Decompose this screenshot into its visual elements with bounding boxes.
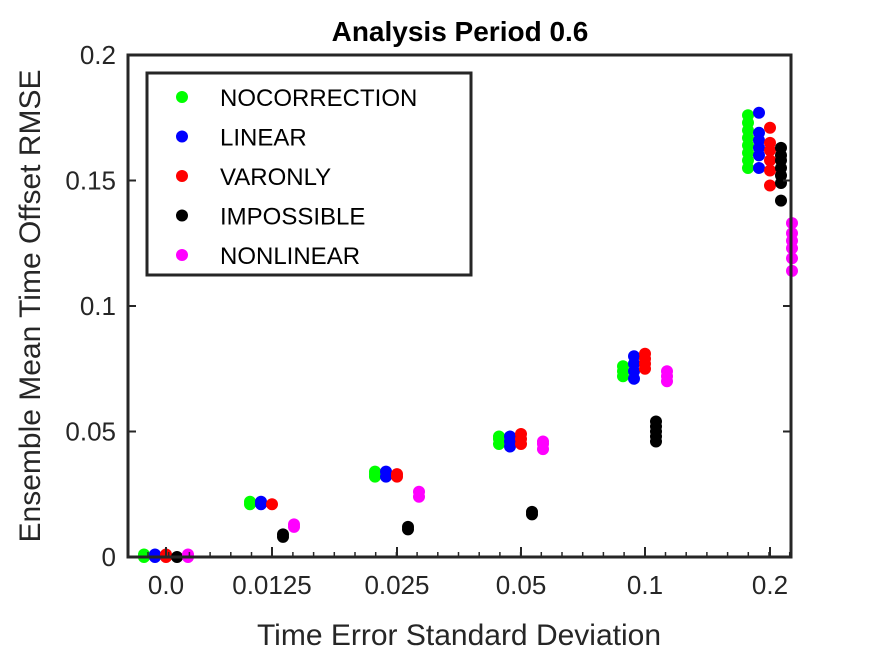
y-tick-label: 0 xyxy=(102,542,116,572)
legend-label: VARONLY xyxy=(220,164,331,191)
data-point-varonly xyxy=(764,154,776,167)
legend-marker xyxy=(176,130,188,143)
legend-label: IMPOSSIBLE xyxy=(220,204,365,231)
x-tick-label: 0.0 xyxy=(148,570,184,600)
data-point-linear xyxy=(255,495,267,508)
data-point-linear xyxy=(504,430,516,443)
data-point-nocorrection xyxy=(369,465,381,478)
x-tick-label: 0.05 xyxy=(496,570,547,600)
x-tick-label: 0.0125 xyxy=(232,570,312,600)
chart-title: Analysis Period 0.6 xyxy=(332,16,589,47)
legend-box xyxy=(145,71,473,277)
data-point-nocorrection xyxy=(493,430,505,443)
data-point-linear xyxy=(753,161,765,174)
legend-marker xyxy=(176,209,188,222)
legend-marker xyxy=(176,249,188,261)
data-point-nonlinear xyxy=(182,548,194,561)
legend-label: LINEAR xyxy=(220,125,307,152)
data-point-linear xyxy=(149,548,161,561)
legend-marker xyxy=(176,91,188,103)
data-point-nonlinear xyxy=(413,485,425,498)
y-axis-label: Ensemble Mean Time Offset RMSE xyxy=(14,70,47,543)
data-point-nonlinear xyxy=(537,435,549,448)
data-point-varonly xyxy=(764,136,776,149)
data-point-linear xyxy=(753,106,765,119)
x-tick-label: 0.1 xyxy=(627,570,663,600)
data-point-varonly xyxy=(764,164,776,177)
data-point-varonly xyxy=(764,179,776,192)
data-point-impossible xyxy=(650,415,662,428)
data-point-impossible xyxy=(775,141,787,154)
x-axis-label: Time Error Standard Deviation xyxy=(257,619,661,652)
data-point-impossible xyxy=(277,528,289,541)
data-point-linear xyxy=(628,350,640,363)
data-point-varonly xyxy=(639,347,651,360)
data-point-nonlinear xyxy=(288,518,300,531)
data-point-linear xyxy=(380,465,392,478)
y-tick-label: 0.2 xyxy=(80,40,116,70)
y-tick-label: 0.05 xyxy=(65,417,116,447)
data-point-impossible xyxy=(775,194,787,207)
legend-label: NONLINEAR xyxy=(220,243,360,270)
data-point-nocorrection xyxy=(244,495,256,508)
y-tick-label: 0.15 xyxy=(65,166,116,196)
data-point-nonlinear xyxy=(661,365,673,378)
data-point-nocorrection xyxy=(617,360,629,373)
legend-label: NOCORRECTION xyxy=(220,85,417,112)
data-point-varonly xyxy=(391,468,403,481)
y-tick-label: 0.1 xyxy=(80,291,116,321)
data-point-nocorrection xyxy=(742,109,754,122)
x-tick-label: 0.2 xyxy=(752,570,788,600)
data-point-impossible xyxy=(526,505,538,518)
data-point-varonly xyxy=(515,428,527,441)
data-point-varonly xyxy=(266,498,278,511)
data-point-impossible xyxy=(402,520,414,533)
legend-marker xyxy=(176,170,188,182)
data-point-linear xyxy=(753,126,765,139)
x-tick-label: 0.025 xyxy=(364,570,429,600)
data-point-varonly xyxy=(764,121,776,134)
